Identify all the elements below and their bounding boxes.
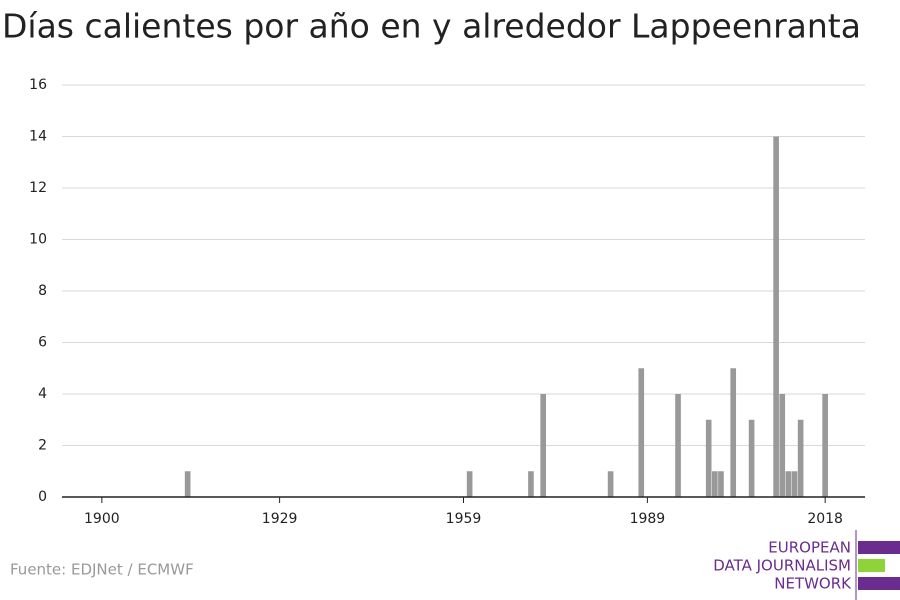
bar xyxy=(675,394,681,497)
logo-text: EUROPEAN xyxy=(768,539,851,557)
bar xyxy=(638,368,645,497)
bar xyxy=(797,419,804,497)
y-tick-label: 8 xyxy=(38,283,47,299)
bar xyxy=(705,419,712,497)
bar xyxy=(607,471,614,497)
bar xyxy=(184,471,191,497)
y-tick-label: 16 xyxy=(29,77,47,93)
bar xyxy=(730,368,737,497)
source: Fuente: EDJNet / ECMWF xyxy=(10,561,194,579)
y-tick-label: 2 xyxy=(38,438,47,454)
x-tick-label: 2018 xyxy=(807,511,843,527)
y-tick-label: 6 xyxy=(38,335,47,351)
bar xyxy=(779,394,786,497)
logo-bar xyxy=(858,577,900,590)
bar xyxy=(718,471,724,497)
bar xyxy=(785,471,792,497)
logo-bar xyxy=(858,559,885,572)
bar xyxy=(791,471,798,497)
bar xyxy=(822,394,828,497)
bar xyxy=(712,471,718,497)
y-tick-label: 10 xyxy=(29,232,47,248)
y-tick-label: 14 xyxy=(29,129,47,145)
bar xyxy=(748,419,755,497)
x-tick-label: 1959 xyxy=(446,511,482,527)
x-tick-label: 1929 xyxy=(262,511,298,527)
y-tick-label: 4 xyxy=(38,386,47,402)
bar xyxy=(528,471,534,497)
chart-title: Días calientes por año en y alrededor La… xyxy=(2,7,861,46)
y-tick-label: 12 xyxy=(29,180,47,196)
bar xyxy=(773,136,779,497)
logo-text: DATA JOURNALISM xyxy=(713,557,851,575)
logo-bar xyxy=(858,541,900,554)
bar xyxy=(540,394,547,497)
x-tick-label: 1900 xyxy=(84,511,120,527)
logo-text: NETWORK xyxy=(774,575,852,593)
y-tick-label: 0 xyxy=(38,489,47,505)
bar xyxy=(466,471,473,497)
x-tick-label: 1989 xyxy=(630,511,666,527)
